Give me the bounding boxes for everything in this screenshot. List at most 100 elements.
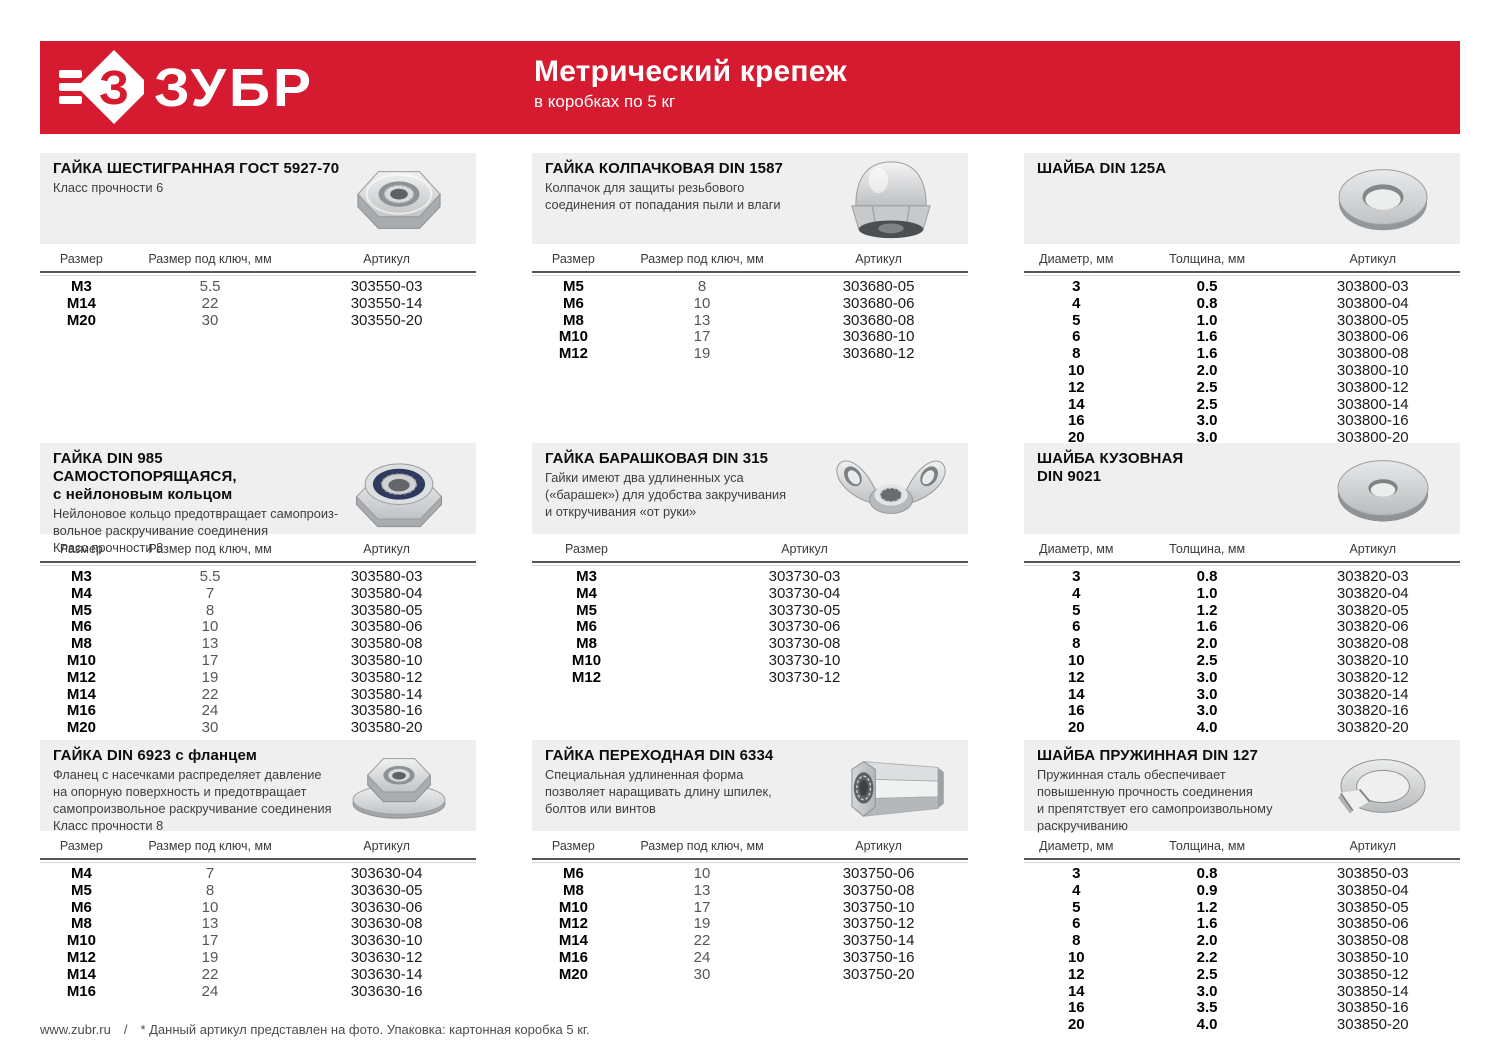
table-row: 8 2.0 303850-08 <box>1024 932 1460 950</box>
zubr-logo-bison-icon: З <box>59 50 144 124</box>
article-cell: 303580-06 <box>350 618 423 636</box>
value-cell: 0.8 <box>1196 568 1218 585</box>
table-header-rule <box>40 563 476 566</box>
column-header: Размер <box>59 252 103 266</box>
size-cell: М12 <box>571 668 602 686</box>
value-cell: 30 <box>201 719 219 737</box>
flange-nut-image <box>352 758 446 819</box>
value-cell: 0.8 <box>1196 865 1218 882</box>
product-header: ГАЙКА ШЕСТИГРАННАЯ ГОСТ 5927-70 Класс пр… <box>40 153 476 244</box>
value-cell: 10 <box>693 294 711 312</box>
product-header-text: ШАЙБА КУЗОВНАЯ DIN 9021 <box>1037 450 1329 486</box>
value-cell: 5.5 <box>199 278 221 295</box>
size-cell: М14 <box>558 932 588 950</box>
size-cell: М5 <box>576 601 597 619</box>
product-table: Размер Размер под ключ, мм Артикул М3 5.5 30… <box>40 252 476 329</box>
article-cell: 303820-06 <box>1336 618 1409 636</box>
size-cell: М6 <box>70 898 92 916</box>
size-cell: М4 <box>70 865 92 882</box>
value-cell: 7 <box>205 865 215 882</box>
size-cell: М5 <box>70 881 92 899</box>
value-cell: 4.0 <box>1196 719 1218 737</box>
article-cell: 303850-12 <box>1336 965 1409 983</box>
article-cell: 303800-03 <box>1336 278 1409 295</box>
size-cell: 10 <box>1067 361 1085 379</box>
size-cell: М14 <box>66 294 96 312</box>
value-cell: 19 <box>201 668 219 686</box>
article-cell: 303800-04 <box>1336 294 1409 312</box>
value-cell: 22 <box>201 294 219 312</box>
column-header: Размер под ключ, мм <box>640 252 764 266</box>
product-title: ШАЙБА DIN 125А <box>1037 160 1167 177</box>
size-cell: М4 <box>576 584 597 602</box>
size-cell: 4 <box>1072 584 1081 602</box>
product-title: ГАЙКА DIN 6923 с фланцем <box>53 747 257 764</box>
value-cell: 8 <box>205 881 215 899</box>
value-cell: 1.2 <box>1196 898 1218 916</box>
article-cell: 303850-20 <box>1336 1016 1409 1034</box>
value-cell: 24 <box>201 702 219 720</box>
table-row: М6 10 303680-06 <box>532 294 968 313</box>
product-photo <box>828 446 954 532</box>
size-cell: 8 <box>1072 635 1081 653</box>
size-cell: М3 <box>70 568 92 585</box>
size-cell: М5 <box>70 601 92 619</box>
footer-separator: / <box>123 1022 128 1037</box>
column-header: Артикул <box>1349 542 1397 556</box>
product-title: ГАЙКА ШЕСТИГРАННАЯ ГОСТ 5927-70 <box>53 160 340 177</box>
size-cell: 16 <box>1067 412 1085 430</box>
table-row: М20 30 303750-20 <box>532 965 968 984</box>
article-cell: 303820-16 <box>1336 702 1409 720</box>
article-cell: 303850-03 <box>1336 865 1409 882</box>
size-cell: М20 <box>66 311 96 329</box>
product-header-text: ШАЙБА ПРУЖИННАЯ DIN 127 Пружинная сталь … <box>1037 747 1329 834</box>
product-title: ГАЙКА БАРАШКОВАЯ DIN 315 <box>545 450 769 467</box>
wing-nut-image <box>836 460 946 514</box>
spring-washer-image <box>1338 759 1426 814</box>
value-cell: 2.5 <box>1196 651 1218 669</box>
table-body: М3 5.5 303550-03 М14 22 303550-14 М20 30 303550-… <box>40 276 476 329</box>
column-header: Размер под ключ, мм <box>148 839 272 853</box>
value-cell: 30 <box>693 965 711 983</box>
article-cell: 303680-06 <box>842 294 915 312</box>
size-cell: 5 <box>1072 601 1081 619</box>
size-cell: М6 <box>576 618 597 636</box>
table-row: М12 19 303630-12 <box>40 949 476 967</box>
svg-text:З: З <box>99 62 129 115</box>
table-row: М3 5.5 303550-03 <box>40 278 476 296</box>
table-row: М10 17 303580-10 <box>40 651 476 670</box>
size-cell: М3 <box>70 278 92 295</box>
size-cell: М5 <box>562 278 584 295</box>
table-header-rule <box>40 860 476 863</box>
article-cell: 303580-10 <box>350 651 423 669</box>
article-cell: 303750-08 <box>842 881 915 899</box>
column-header: Размер <box>565 542 608 556</box>
column-header: Размер <box>551 839 595 853</box>
value-cell: 2.0 <box>1196 635 1218 653</box>
article-cell: 303550-20 <box>350 311 423 329</box>
table-row: 5 1.2 303850-05 <box>1024 898 1460 917</box>
article-cell: 303820-08 <box>1336 635 1409 653</box>
product-section: ШАЙБА ПРУЖИННАЯ DIN 127 Пружинная сталь … <box>1024 740 1460 1034</box>
table-row: 12 2.5 303800-12 <box>1024 379 1460 397</box>
value-cell: 13 <box>693 311 711 329</box>
product-photo <box>1320 446 1446 532</box>
size-cell: 6 <box>1072 618 1081 636</box>
value-cell: 13 <box>201 635 219 653</box>
table-header-row: Диаметр, мм Толщина, мм Артикул <box>1024 839 1460 860</box>
lock-nut-image <box>355 463 443 528</box>
table-row: М16 24 303750-16 <box>532 949 968 967</box>
value-cell: 1.6 <box>1196 345 1218 363</box>
table-row: М10 303730-10 <box>532 652 968 670</box>
coupling-nut-image <box>851 760 944 817</box>
footer-site-link[interactable]: www.zubr.ru <box>40 1022 111 1037</box>
table-header-row: Размер Размер под ключ, мм Артикул <box>40 839 476 860</box>
article-cell: 303580-16 <box>350 702 423 720</box>
size-cell: 6 <box>1072 328 1081 346</box>
article-cell: 303730-05 <box>768 601 841 619</box>
value-cell: 0.9 <box>1196 881 1218 899</box>
product-photo <box>828 743 954 829</box>
product-section: ГАЙКА ПЕРЕХОДНАЯ DIN 6334 Специальная уд… <box>532 740 968 1034</box>
article-cell: 303630-10 <box>350 932 423 950</box>
cap-nut-image <box>851 161 931 239</box>
